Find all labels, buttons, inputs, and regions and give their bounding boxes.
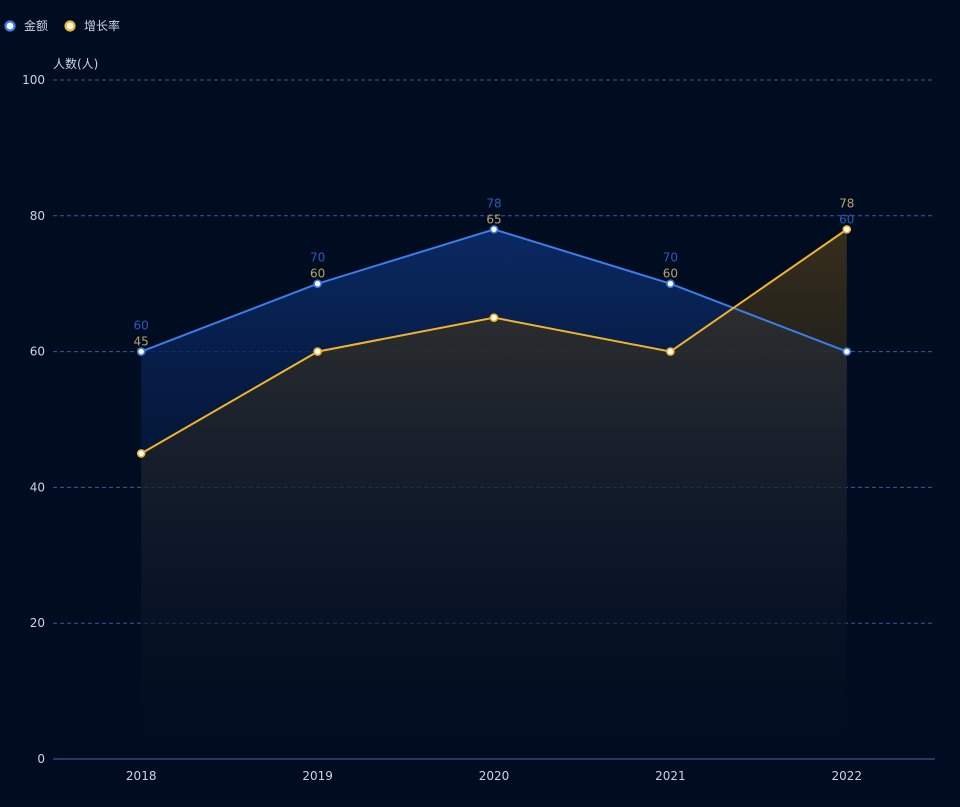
y-tick-label: 80	[30, 209, 45, 223]
data-point[interactable]	[313, 279, 322, 289]
y-tick-label: 60	[30, 345, 45, 359]
data-point[interactable]	[489, 313, 499, 322]
y-tick-label: 100	[22, 73, 45, 87]
data-label: 70	[663, 251, 678, 265]
legend-marker-icon	[64, 20, 76, 32]
legend-item-1[interactable]: 增长率	[64, 18, 121, 33]
label-layer: 60 45 70 60 78 65 70 60 78 60	[134, 196, 855, 348]
data-label: 70	[310, 251, 325, 265]
data-point[interactable]	[842, 225, 852, 234]
data-label: 65	[486, 212, 501, 226]
axis-layer: 0 20 40 60 80 100 2018 2019 2020 2021 2022 人数(人)	[22, 56, 935, 783]
data-point[interactable]	[136, 347, 146, 356]
x-tick-label: 2020	[479, 769, 510, 783]
legend-item-0[interactable]: 金额	[4, 18, 49, 33]
y-tick-label: 40	[30, 480, 45, 494]
data-point[interactable]	[842, 347, 852, 356]
data-point[interactable]	[489, 225, 499, 234]
data-label: 60	[134, 319, 149, 333]
x-tick-label: 2022	[832, 769, 863, 783]
data-label: 45	[134, 335, 149, 349]
data-point[interactable]	[136, 449, 146, 458]
legend: 金额 增长率	[4, 18, 121, 33]
x-tick-label: 2019	[302, 769, 333, 783]
x-tick-label: 2021	[655, 769, 686, 783]
area-layer	[141, 229, 847, 759]
data-point[interactable]	[666, 279, 675, 289]
data-point[interactable]	[313, 347, 322, 356]
series-area-1	[141, 229, 847, 759]
legend-label: 增长率	[84, 18, 120, 33]
data-label: 78	[486, 196, 501, 210]
legend-label: 金额	[24, 18, 48, 33]
x-tick-label: 2018	[126, 769, 157, 783]
legend-marker-icon	[4, 20, 16, 32]
y-tick-label: 0	[37, 752, 45, 766]
y-tick-label: 20	[30, 616, 45, 630]
data-label: 78	[839, 196, 854, 210]
data-label: 60	[310, 267, 325, 281]
data-label: 60	[663, 267, 678, 281]
point-layer	[136, 225, 852, 458]
data-point[interactable]	[666, 347, 675, 356]
data-label: 60	[839, 212, 854, 226]
y-axis-label: 人数(人)	[53, 56, 98, 71]
